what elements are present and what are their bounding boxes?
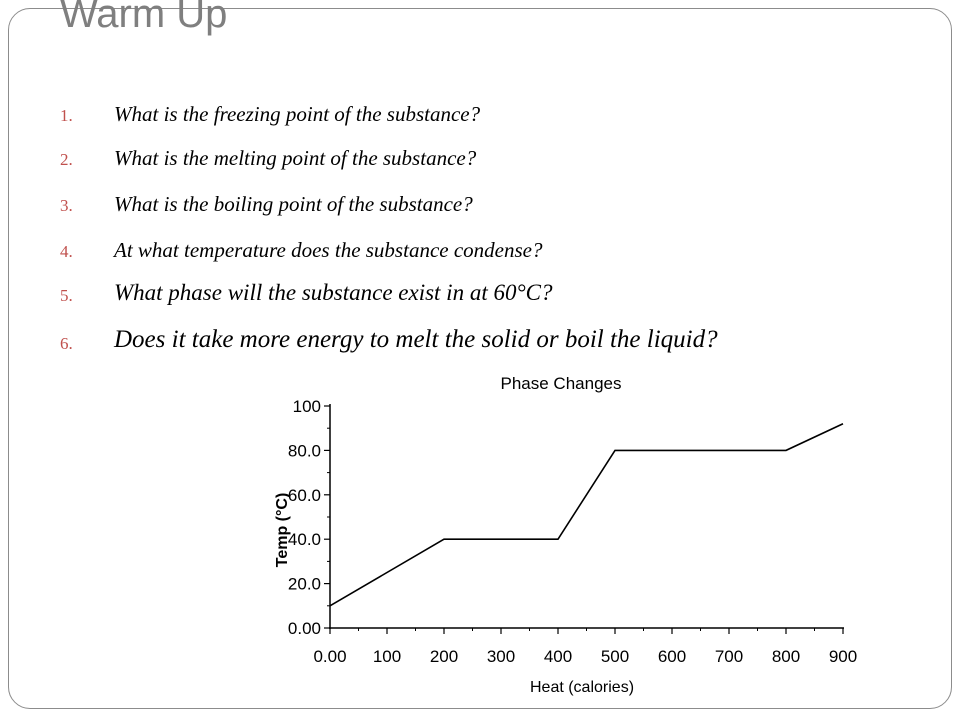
x-tick-label: 500 [601, 647, 629, 666]
y-tick-label: 100 [293, 397, 321, 416]
question-text: At what temperature does the substance c… [114, 238, 543, 262]
y-tick-label: 40.0 [288, 530, 321, 549]
question-number: 6. [60, 334, 73, 353]
chart-title: Phase Changes [501, 374, 622, 393]
x-tick-label: 200 [430, 647, 458, 666]
question-number: 1. [60, 106, 73, 125]
question-item: 1. What is the freezing point of the sub… [0, 102, 960, 144]
x-tick-label: 100 [373, 647, 401, 666]
x-tick-label: 300 [487, 647, 515, 666]
question-number: 3. [60, 196, 73, 215]
question-number: 2. [60, 150, 73, 169]
x-tick-label: 900 [829, 647, 857, 666]
series-line [329, 423, 844, 607]
x-tick-label: 400 [544, 647, 572, 666]
y-tick-label: 20.0 [288, 575, 321, 594]
question-text: What is the melting point of the substan… [114, 146, 477, 170]
y-axis-label: Temp (°C) [274, 493, 291, 568]
series-layer [329, 423, 844, 607]
slide-title: Warm Up [60, 0, 228, 36]
question-text: What phase will the substance exist in a… [114, 280, 553, 305]
question-item: 5. What phase will the substance exist i… [0, 280, 960, 324]
question-text: What is the boiling point of the substan… [114, 192, 473, 216]
x-axis-label: Heat (calories) [530, 679, 634, 696]
y-tick-label: 60.0 [288, 486, 321, 505]
question-number: 4. [60, 242, 73, 261]
x-tick-label: 0.00 [313, 647, 346, 666]
x-tick-label: 800 [772, 647, 800, 666]
axes-layer: 0.00 100 200 300 400 500 600 700 800 900 0.00 20.0 4… [288, 397, 857, 666]
question-item: 6. Does it take more energy to melt the … [0, 326, 960, 372]
question-item: 4. At what temperature does the substanc… [0, 238, 960, 280]
question-item: 3. What is the boiling point of the subs… [0, 192, 960, 234]
y-tick-label: 80.0 [288, 441, 321, 460]
x-tick-label: 600 [658, 647, 686, 666]
question-text: Does it take more energy to melt the sol… [114, 326, 718, 353]
slide-frame [8, 8, 952, 709]
question-item: 2. What is the melting point of the subs… [0, 146, 960, 188]
x-tick-label: 700 [715, 647, 743, 666]
y-tick-label: 0.00 [288, 619, 321, 638]
question-number: 5. [60, 286, 73, 305]
question-text: What is the freezing point of the substa… [114, 102, 481, 126]
